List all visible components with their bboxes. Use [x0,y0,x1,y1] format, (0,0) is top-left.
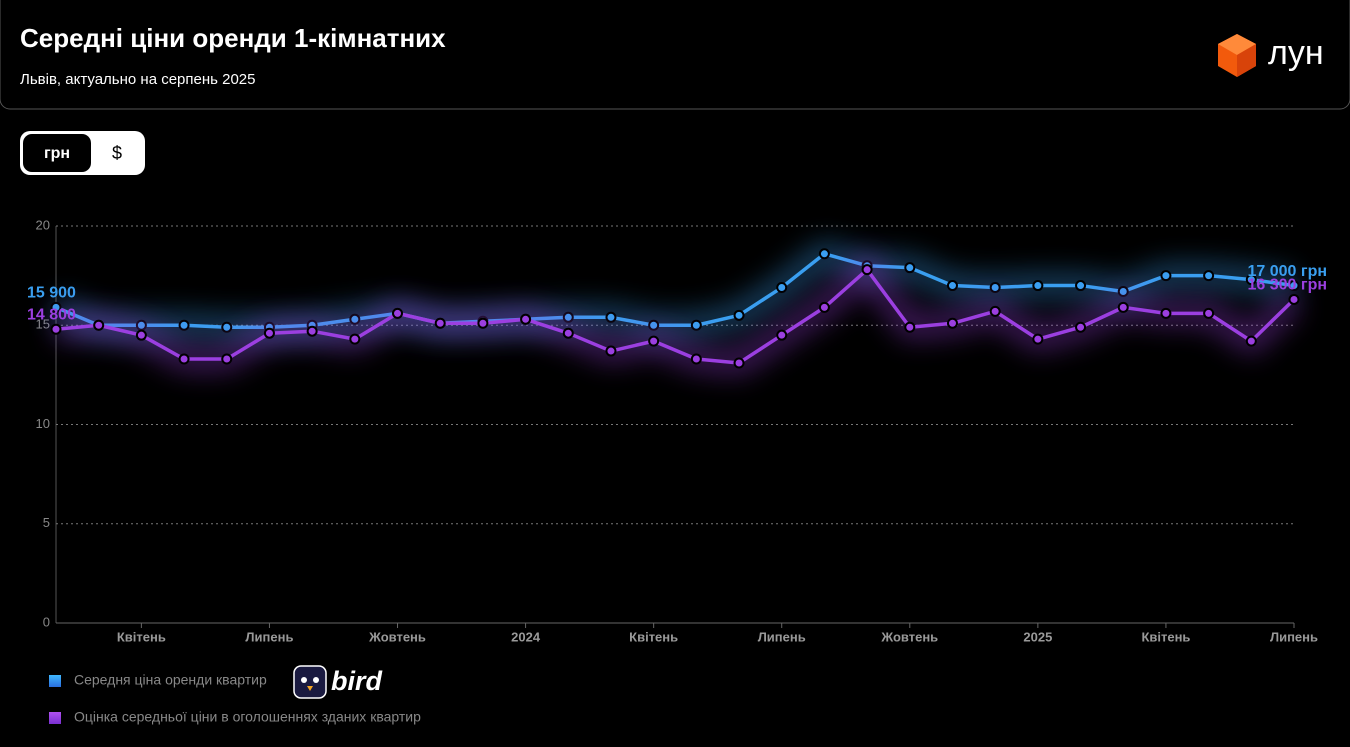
x-tick-label: Жовтень [368,629,426,644]
point [1160,270,1172,282]
source-name: bird [331,666,383,696]
point [1288,293,1300,305]
source-logo [293,665,327,699]
point [1160,307,1172,319]
point [1245,274,1257,286]
toggle-option[interactable]: грн [44,145,70,162]
brand-name: лун [1268,34,1324,72]
value-label: 15 900 [27,285,76,302]
point [263,327,275,339]
point [221,321,233,333]
point [946,280,958,292]
point [434,317,446,329]
y-tick-label: 10 [36,416,50,431]
point [904,262,916,274]
point [648,335,660,347]
legend-label: Оцінка середньої ціни в оголошеннях здан… [74,709,421,725]
point [690,353,702,365]
y-tick-label: 0 [43,614,50,629]
point [690,319,702,331]
x-tick-label: 2024 [511,629,541,644]
point [1203,307,1215,319]
chart-panel [0,112,1350,747]
x-tick-label: Липень [1270,629,1318,644]
point [733,357,745,369]
point [904,321,916,333]
point [989,305,1001,317]
point [1203,270,1215,282]
point [178,319,190,331]
x-tick-label: Липень [758,629,806,644]
point [1117,286,1129,298]
point [946,317,958,329]
point [776,282,788,294]
toggle-active[interactable] [23,134,91,172]
point [1245,335,1257,347]
x-tick-label: Квітень [1141,629,1190,644]
point [1117,301,1129,313]
point [306,325,318,337]
point [50,323,62,335]
point [861,264,873,276]
point [733,309,745,321]
legend-swatch [49,712,61,724]
subtitle: Львів, актуально на серпень 2025 [20,71,256,88]
point [776,329,788,341]
x-tick-label: Квітень [629,629,678,644]
toggle-option[interactable]: $ [112,143,122,163]
point [1075,321,1087,333]
point [989,282,1001,294]
x-tick-label: 2025 [1023,629,1052,644]
point [349,333,361,345]
point [1288,280,1300,292]
x-tick-label: Липень [245,629,293,644]
title: Середні ціни оренди 1-кімнатних [20,23,446,53]
x-tick-label: Жовтень [880,629,938,644]
point [520,313,532,325]
x-tick-label: Квітень [117,629,166,644]
point [648,319,660,331]
point [392,307,404,319]
brand-logo [1218,34,1256,77]
point [135,329,147,341]
legend-swatch [49,675,61,687]
point [477,317,489,329]
series-line [55,267,1296,365]
point [221,353,233,365]
value-label: 14 800 [27,306,76,323]
point [562,311,574,323]
point [1032,280,1044,292]
legend-label: Середня ціна оренди квартир [74,672,267,688]
point [1075,280,1087,292]
value-label: 17 000 грн [1248,263,1327,280]
point [818,301,830,313]
point [818,248,830,260]
point [93,319,105,331]
point [349,313,361,325]
value-label: 16 300 грн [1248,277,1327,294]
y-tick-label: 5 [43,515,50,530]
point [1032,333,1044,345]
point [50,301,62,313]
point [605,311,617,323]
point [605,345,617,357]
point [178,353,190,365]
point [562,327,574,339]
header-box [0,0,1350,110]
y-tick-label: 15 [36,317,50,332]
y-tick-label: 20 [36,217,50,232]
